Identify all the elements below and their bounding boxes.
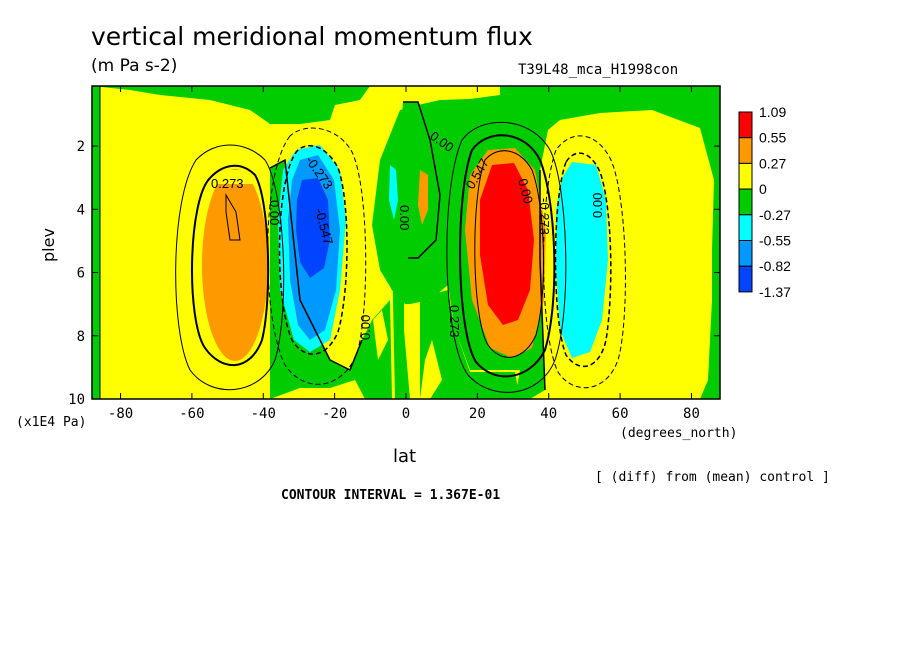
colorbar-label: 1.09 — [759, 104, 786, 120]
colorbar-swatch — [738, 111, 753, 139]
x-tick-label: -20 — [322, 406, 347, 422]
contour-interval: CONTOUR INTERVAL = 1.367E-01 — [281, 488, 501, 503]
contour-label: 0.00 — [397, 205, 412, 230]
colorbar-swatch — [738, 137, 753, 164]
y-axis-label: plev — [39, 228, 58, 262]
run-label: T39L48_mca_H1998con — [518, 62, 679, 78]
x-tick-label: -60 — [179, 406, 204, 422]
colorbar-swatch — [738, 214, 753, 242]
colorbar-label: -0.82 — [759, 258, 791, 274]
y-tick-label: 8 — [77, 329, 85, 345]
y-tick-label: 6 — [77, 266, 85, 282]
x-tick-label: 80 — [683, 406, 700, 422]
x-axis: -80 -60 -40 -20 0 20 40 60 80 — [108, 86, 700, 422]
x-axis-label: lat — [393, 446, 417, 467]
contour-label: 0.273 — [211, 176, 244, 191]
colorbar-swatch — [738, 265, 753, 293]
colorbar-label: 0 — [759, 181, 767, 197]
x-tick-label: -80 — [108, 406, 133, 422]
contour-label: 0.00 — [590, 193, 605, 218]
contour-label: 0.00 — [515, 177, 536, 205]
x-tick-label: 60 — [612, 406, 629, 422]
nh-positive-cell-core — [480, 163, 534, 325]
colorbar-label: -0.55 — [759, 233, 791, 249]
x-tick-label: 20 — [469, 406, 486, 422]
green-west-edge — [92, 86, 100, 399]
diff-note: [ (diff) from (mean) control ] — [595, 470, 830, 485]
yellow-notch-a — [373, 310, 388, 360]
units-label: (m Pa s-2) — [91, 56, 178, 76]
y-axis: 2 4 6 8 10 — [68, 139, 720, 408]
y-unit-label: (x1E4 Pa) — [16, 415, 87, 430]
contour-label: -0.273 — [537, 198, 552, 235]
sh-positive-cell-fill — [202, 169, 268, 361]
y-tick-label: 10 — [68, 392, 85, 408]
centre-orange-sliver — [418, 170, 428, 225]
colorbar-swatch — [738, 240, 753, 267]
x-tick-label: 40 — [540, 406, 557, 422]
x-tick-label: 0 — [402, 406, 410, 422]
contour-label: 0.273 — [447, 305, 462, 338]
colorbar-label: -1.37 — [759, 284, 791, 300]
contour-label: 0.00 — [358, 315, 373, 340]
y-tick-label: 2 — [77, 139, 85, 155]
contour-label: 0.00 — [267, 200, 282, 225]
y-tick-label: 4 — [77, 202, 85, 218]
centre-cyan-sliver — [389, 165, 398, 220]
x-tick-label: -40 — [251, 406, 276, 422]
colorbar-swatch — [738, 188, 753, 216]
colorbar-label: 0.55 — [759, 130, 786, 146]
x-unit-label: (degrees_north) — [620, 426, 738, 441]
chart-title: vertical meridional momentum flux — [91, 22, 533, 51]
sh-negative-cell-core — [296, 178, 330, 278]
nh-negative-cell-fill — [556, 162, 608, 358]
colorbar-label: -0.27 — [759, 207, 791, 223]
colorbar: 1.09 0.55 0.27 0 -0.27 -0.55 -0.82 -1.37 — [738, 104, 791, 300]
colorbar-swatch — [738, 162, 753, 190]
colorbar-label: 0.27 — [759, 155, 786, 171]
yellow-notch-b — [420, 340, 442, 399]
green-north-column — [420, 290, 520, 399]
